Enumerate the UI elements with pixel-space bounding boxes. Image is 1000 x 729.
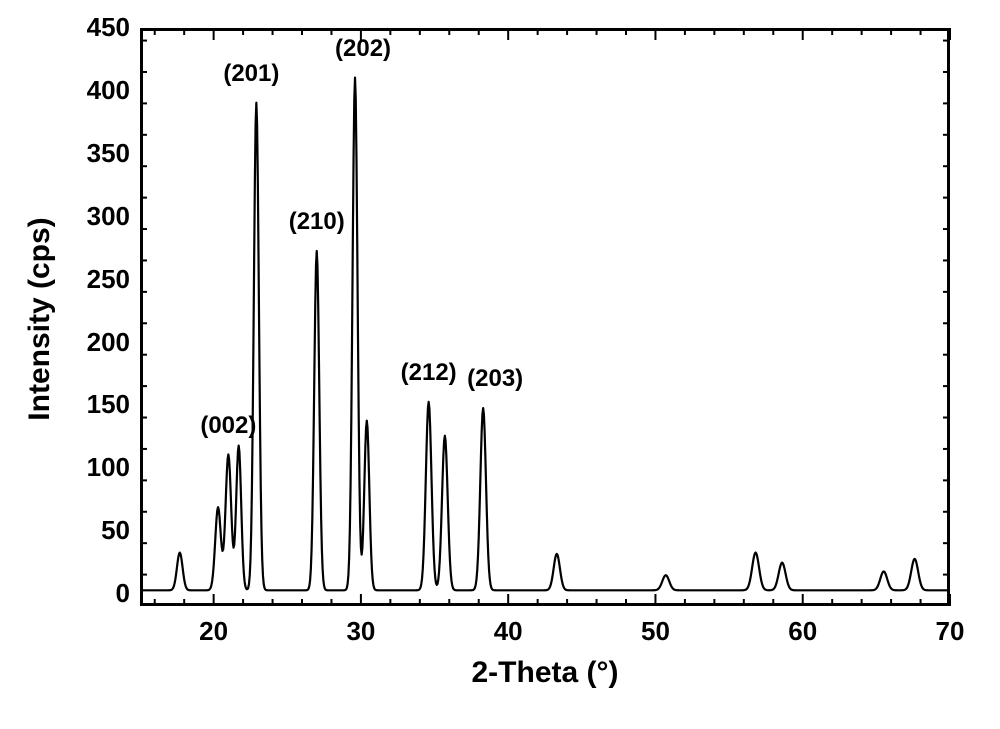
y-tick-label: 100	[60, 452, 130, 483]
y-tick-label: 150	[60, 389, 130, 420]
x-tick-label: 50	[625, 616, 685, 647]
peak-label: (002)	[183, 412, 273, 440]
peak-label: (210)	[272, 208, 362, 236]
y-axis-label: Intensity (cps)	[23, 209, 57, 429]
x-tick-label: 40	[478, 616, 538, 647]
peak-label: (203)	[450, 365, 540, 393]
x-tick-label: 20	[184, 616, 244, 647]
y-tick-label: 0	[60, 578, 130, 609]
y-tick-label: 200	[60, 327, 130, 358]
x-axis-label: 2-Theta (°)	[395, 656, 695, 690]
xrd-trace	[140, 78, 950, 591]
peak-label: (201)	[206, 60, 296, 88]
x-tick-label: 60	[773, 616, 833, 647]
x-tick-label: 70	[920, 616, 980, 647]
y-tick-label: 400	[60, 75, 130, 106]
y-tick-label: 50	[60, 515, 130, 546]
y-tick-label: 300	[60, 201, 130, 232]
y-tick-label: 350	[60, 138, 130, 169]
x-tick-label: 30	[331, 616, 391, 647]
peak-label: (202)	[318, 35, 408, 63]
y-tick-label: 450	[60, 12, 130, 43]
y-tick-label: 250	[60, 264, 130, 295]
xrd-chart: Intensity (cps) 2-Theta (°) 0 50 100 150 200…	[0, 0, 1000, 729]
